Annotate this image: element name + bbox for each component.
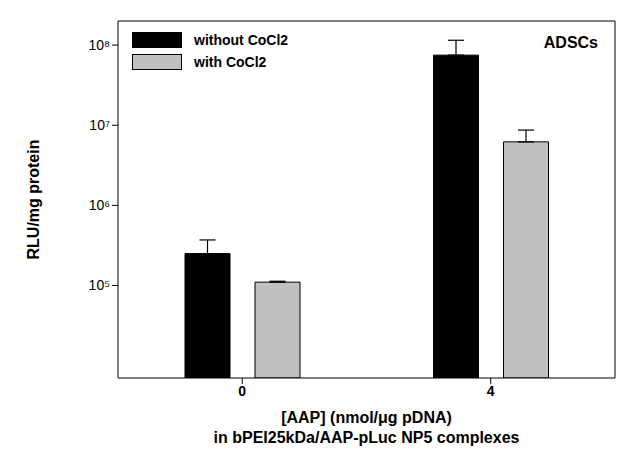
svg-text:0: 0 (238, 383, 246, 399)
html-text:without CoCl2: without CoCl2 (194, 32, 289, 48)
svg-text:[AAP] (nmol/μg pDNA): [AAP] (nmol/μg pDNA) (281, 409, 452, 426)
svg-text:4: 4 (487, 383, 495, 399)
html-text:with CoCl2: with CoCl2 (194, 54, 267, 70)
svg-text:RLU/mg protein: RLU/mg protein (25, 140, 42, 260)
svg-text:10⁵: 10⁵ (89, 277, 110, 293)
svg-text:10⁶: 10⁶ (89, 197, 110, 213)
svg-text:10⁸: 10⁸ (89, 37, 111, 53)
svg-text:in bPEI25kDa/AAP-pLuc NP5 comp: in bPEI25kDa/AAP-pLuc NP5 complexes (214, 429, 520, 446)
svg-text:10⁷: 10⁷ (89, 117, 110, 133)
html-text:ADSCs: ADSCs (543, 34, 598, 51)
